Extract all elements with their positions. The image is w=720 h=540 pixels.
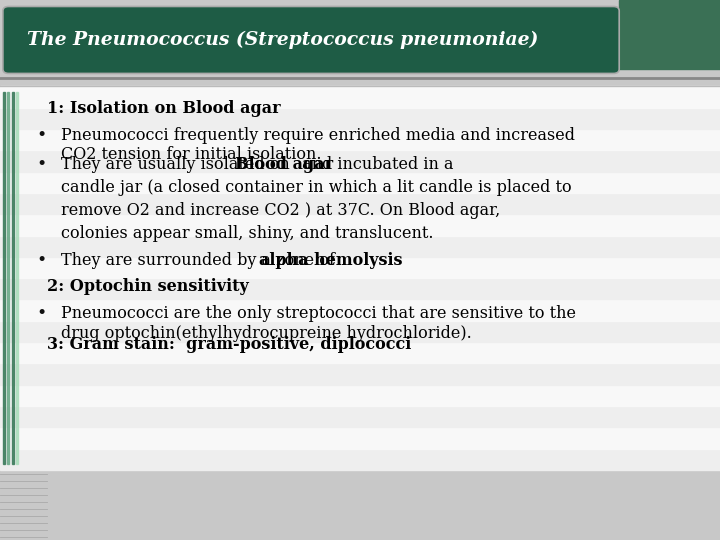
Bar xyxy=(0,406,720,427)
Text: The Pneumococcus (Streptococcus pneumoniae): The Pneumococcus (Streptococcus pneumoni… xyxy=(27,31,538,49)
Bar xyxy=(0,214,720,235)
Bar xyxy=(0,342,720,363)
Text: Pneumococci frequently require enriched media and increased
CO2 tension for init: Pneumococci frequently require enriched … xyxy=(61,126,575,163)
Text: Pneumococci are the only streptococci that are sensitive to the
drug optochin(et: Pneumococci are the only streptococci th… xyxy=(61,305,576,342)
Text: candle jar (a closed container in which a lit candle is placed to: candle jar (a closed container in which … xyxy=(61,179,572,196)
Bar xyxy=(0,427,720,449)
Bar xyxy=(0,235,720,257)
Bar xyxy=(12,92,14,464)
Bar xyxy=(0,321,720,342)
Bar xyxy=(0,107,720,129)
Bar xyxy=(0,449,720,470)
Text: remove O2 and increase CO2 ) at 37C. On Blood agar,: remove O2 and increase CO2 ) at 37C. On … xyxy=(61,202,500,219)
Bar xyxy=(0,278,720,299)
Bar xyxy=(0,150,720,172)
Text: •: • xyxy=(37,252,47,269)
Bar xyxy=(7,92,9,464)
Bar xyxy=(0,172,720,193)
Bar xyxy=(619,0,720,69)
Bar xyxy=(0,86,720,107)
Text: 1: Isolation on Blood agar: 1: Isolation on Blood agar xyxy=(47,100,280,117)
Bar xyxy=(0,384,720,406)
Bar xyxy=(0,193,720,214)
Text: 2: Optochin sensitivity: 2: Optochin sensitivity xyxy=(47,279,248,295)
Text: 3: Gram stain:  gram-positive, diplococci: 3: Gram stain: gram-positive, diplococci xyxy=(47,336,411,353)
Text: They are surrounded by a zone of: They are surrounded by a zone of xyxy=(61,252,340,269)
Bar xyxy=(0,363,720,384)
Text: alpha hemolysis: alpha hemolysis xyxy=(258,252,402,269)
Text: Blood agar: Blood agar xyxy=(235,156,333,173)
Text: They are usually isolated on: They are usually isolated on xyxy=(61,156,295,173)
Text: •: • xyxy=(37,305,47,322)
Text: •: • xyxy=(37,156,47,173)
Text: •: • xyxy=(37,126,47,144)
Bar xyxy=(16,92,18,464)
Bar xyxy=(3,92,5,464)
Bar xyxy=(0,299,720,321)
FancyBboxPatch shape xyxy=(3,6,619,73)
Text: and incubated in a: and incubated in a xyxy=(297,156,454,173)
Bar xyxy=(0,129,720,150)
Text: colonies appear small, shiny, and translucent.: colonies appear small, shiny, and transl… xyxy=(61,225,433,242)
Bar xyxy=(0,257,720,278)
